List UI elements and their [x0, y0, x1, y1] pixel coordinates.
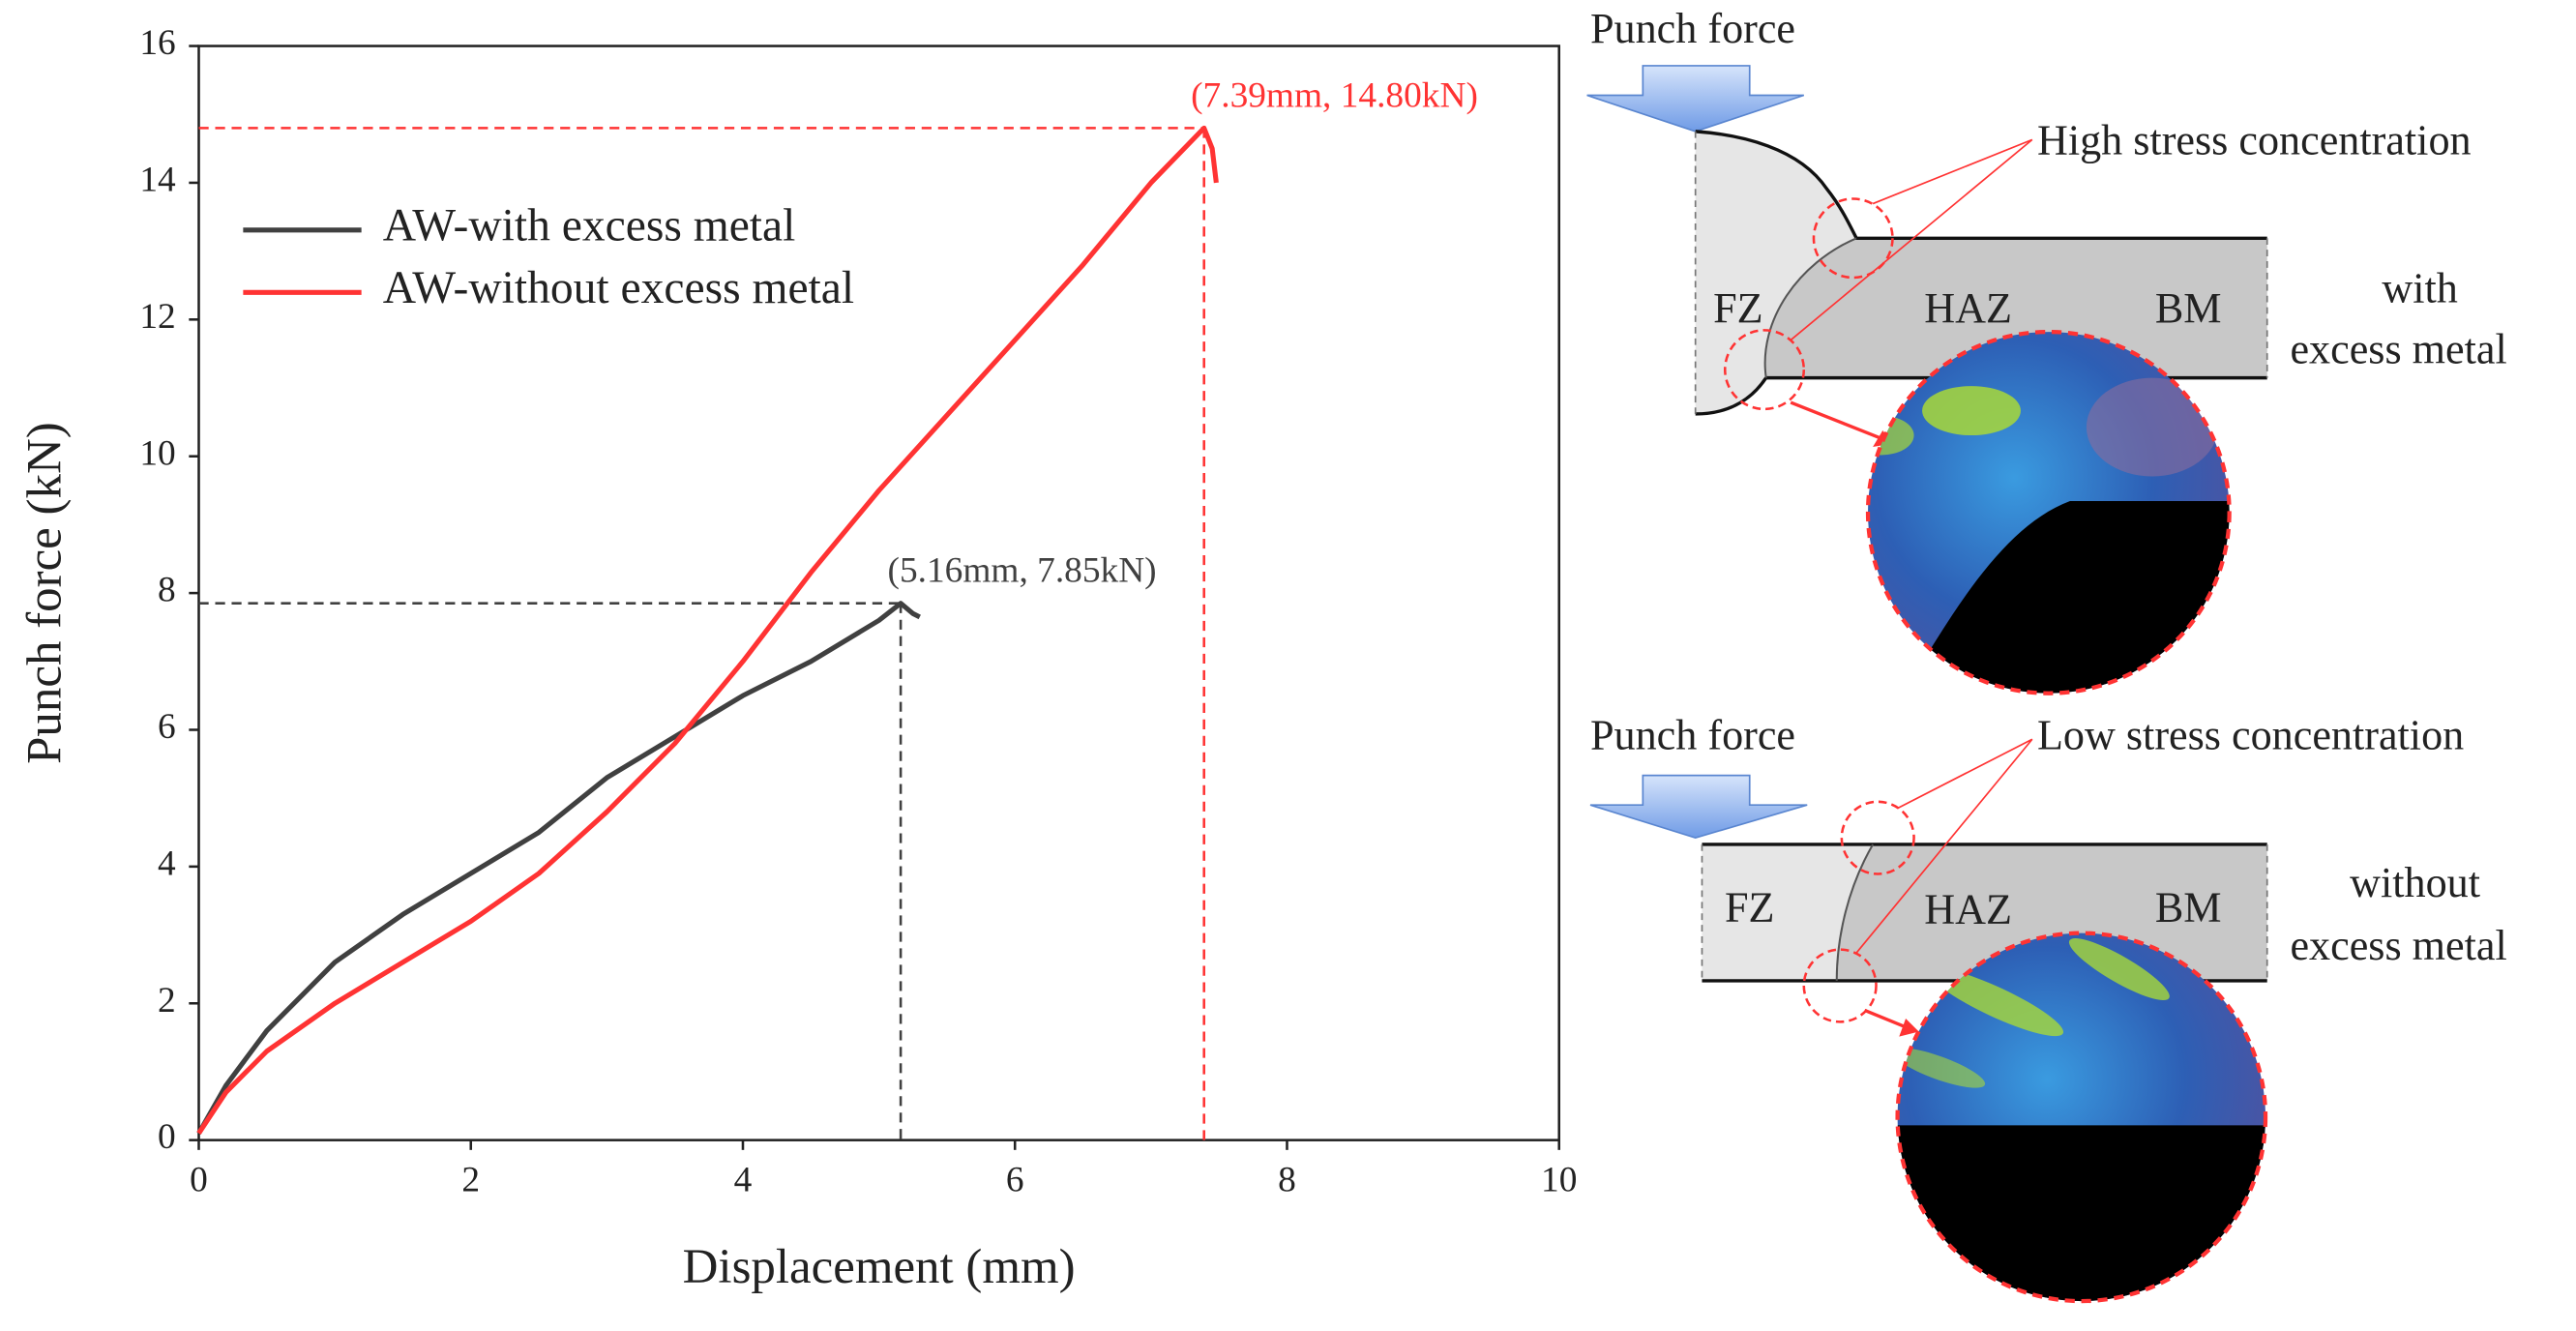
haz-label: HAZ — [1924, 885, 2012, 932]
y-tick-label: 14 — [139, 161, 176, 200]
haz-label: HAZ — [1924, 284, 2012, 332]
y-axis-title: Punch force (kN) — [18, 422, 73, 764]
y-tick-label: 2 — [158, 981, 176, 1020]
fz-label: FZ — [1713, 284, 1763, 332]
x-tick-label: 8 — [1278, 1160, 1296, 1199]
case-label: with — [2382, 264, 2457, 311]
y-tick-label: 4 — [158, 843, 176, 883]
fusion-line — [1835, 843, 1874, 981]
zoom-arrow-head — [1899, 1018, 1919, 1037]
stress-label: Low stress concentration — [2037, 711, 2464, 758]
case-label: excess metal — [2290, 922, 2506, 969]
y-tick-label: 16 — [139, 23, 175, 63]
x-tick-label: 0 — [190, 1160, 208, 1199]
micrograph — [1897, 932, 2266, 1302]
zoom-arrow — [1790, 400, 1887, 442]
fusion-line — [1763, 237, 1857, 378]
bm-label: BM — [2155, 284, 2222, 332]
chart: Displacement (mm) Punch force (kN) 0 2 4 6 8… — [18, 23, 1578, 1294]
x-tick-label: 2 — [461, 1160, 480, 1199]
fz-label: FZ — [1725, 884, 1775, 932]
case-label: without — [2350, 859, 2480, 906]
callout-line — [1855, 738, 2033, 954]
bm-label: BM — [2155, 884, 2222, 932]
y-tick-label: 10 — [139, 433, 175, 473]
force-arrow — [1589, 774, 1808, 840]
stress-circle — [1840, 800, 1915, 875]
cut-edge — [1694, 131, 2268, 414]
annotation: (7.39mm, 14.80kN) — [1191, 75, 1478, 115]
stress-circle — [1723, 329, 1806, 411]
force-label: Punch force — [1590, 5, 1795, 52]
y-tick-label: 12 — [139, 297, 175, 337]
fusion-zone — [1702, 843, 1874, 981]
zoom-arrow — [1863, 1008, 1910, 1030]
legend-label: AW-with excess metal — [383, 201, 796, 251]
x-tick-label: 4 — [734, 1160, 753, 1199]
series-line — [196, 601, 921, 1135]
stress-circle — [1802, 948, 1878, 1023]
y-tick-label: 8 — [158, 571, 176, 610]
x-tick-label: 10 — [1541, 1160, 1577, 1199]
y-tick-label: 0 — [158, 1117, 176, 1157]
series-line — [196, 125, 1219, 1135]
annotation: (5.16mm, 7.85kN) — [888, 551, 1157, 591]
stress-label: High stress concentration — [2037, 117, 2472, 164]
force-arrow — [1586, 65, 1805, 133]
micrograph-border — [1895, 931, 2268, 1304]
legend-label: AW-without excess metal — [383, 263, 854, 313]
callout-line — [1790, 138, 2033, 341]
force-label: Punch force — [1590, 711, 1795, 758]
micrograph-border — [1865, 329, 2232, 695]
diagram: Punch force FZ HAZ BM High stress concen… — [1586, 5, 2507, 1304]
x-tick-label: 6 — [1006, 1160, 1024, 1199]
y-tick-label: 6 — [158, 707, 176, 747]
case-label: excess metal — [2290, 325, 2506, 372]
x-axis-title: Displacement (mm) — [683, 1240, 1076, 1294]
stress-circle — [1812, 197, 1894, 280]
plate — [1764, 238, 2267, 378]
